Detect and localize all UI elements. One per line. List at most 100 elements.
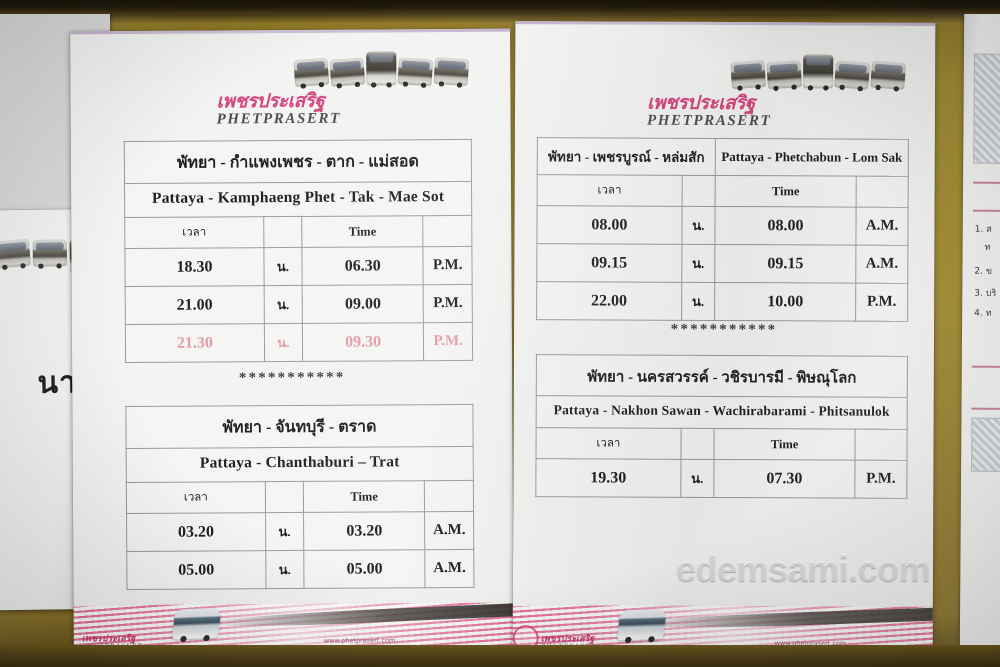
schedule-table-pattaya-maesot: พัทยา - กำแพงเพชร - ตาก - แม่สอด Pattaya… — [123, 138, 474, 364]
table-row: 05.00 น. 05.00 A.M. — [126, 549, 474, 590]
meridiem: A.M. — [425, 549, 474, 588]
departure-time-thai: 21.00 — [125, 285, 265, 325]
column-header-time: Time — [715, 175, 857, 208]
brand-name-latin: PHETPRASERT — [646, 112, 772, 130]
table-row-faded: 21.30 น. 09.30 P.M. — [125, 322, 473, 363]
schedule-poster-right[interactable]: เพชรประเสริฐ PHETPRASERT พัทยา - เพชรบูร… — [512, 21, 936, 663]
departure-time: 09.15 — [714, 244, 856, 284]
table-route-thai-row: พัทยา - นครสวรรค์ - วชิรบารมี - พิษณุโลก — [536, 354, 908, 398]
table-header-row: เวลา Time — [535, 427, 908, 461]
divider — [971, 365, 1000, 369]
bus-icon — [329, 57, 366, 87]
bus-illustration — [616, 608, 667, 641]
departure-time-thai: 08.00 — [536, 205, 682, 245]
route-title-thai: พัทยา - จันทบุรี - ตราด — [125, 404, 474, 449]
departure-time-thai: 09.15 — [536, 243, 682, 283]
list-item: 3. บริ — [974, 286, 996, 300]
bus-icon — [730, 60, 767, 90]
brand-name-latin: PHETPRASERT — [216, 110, 341, 128]
meridiem: P.M. — [423, 322, 473, 361]
route-title-english: Pattaya - Kamphaeng Phet - Tak - Mae Sot — [124, 181, 472, 218]
board-top-edge — [0, 0, 1000, 14]
departure-time-thai: 18.30 — [124, 247, 264, 287]
band-url: www.phetprasert.com — [323, 636, 396, 645]
column-header-unit — [680, 428, 715, 460]
schedule-table-pattaya-lomsak: พัทยา - เพชรบูรณ์ - หล่มสัก Pattaya - Ph… — [536, 137, 909, 322]
bus-icon — [0, 238, 31, 269]
bus-icon — [32, 239, 67, 267]
list-item: 2. ข — [974, 264, 992, 278]
table-route-row: พัทยา - เพชรบูรณ์ - หล่มสัก Pattaya - Ph… — [537, 137, 909, 177]
separator-asterisks-right: *********** — [670, 321, 778, 339]
list-item-number: 4. — [974, 308, 983, 319]
bus-icon — [366, 51, 397, 86]
route-title-english: Pattaya - Phetchabun - Lom Sak — [715, 138, 909, 177]
table-route-english-row: Pattaya - Chanthaburi – Trat — [126, 446, 474, 483]
time-unit: น. — [681, 244, 715, 283]
paper-top-edge — [70, 28, 511, 35]
column-header-time: Time — [714, 428, 856, 461]
departure-time: 07.30 — [713, 459, 856, 499]
departure-time: 08.00 — [714, 206, 857, 246]
meridiem: P.M. — [423, 246, 473, 285]
list-item: 4. ท — [974, 306, 992, 320]
schedule-poster-left[interactable]: เพชรประเสริฐ PHETPRASERT พัทยา - กำแพงเพ… — [70, 28, 514, 662]
list-item-number: 2. — [974, 266, 984, 277]
time-unit: น. — [265, 550, 304, 589]
divider — [972, 209, 1000, 213]
time-unit: น. — [681, 206, 716, 245]
time-unit: น. — [263, 247, 303, 286]
table-row: 19.30 น. 07.30 P.M. — [535, 458, 907, 499]
meridiem: P.M. — [423, 284, 473, 323]
table-route-thai-row: พัทยา - กำแพงเพชร - ตาก - แม่สอด — [124, 139, 472, 184]
column-header-unit — [681, 175, 716, 207]
meridiem: A.M. — [855, 207, 909, 246]
table-route-english-row: Pattaya - Kamphaeng Phet - Tak - Mae Sot — [124, 181, 472, 218]
list-item: 1. ส — [975, 222, 992, 236]
departure-time-thai: 03.20 — [126, 512, 266, 552]
table-header-row: เวลา Time — [124, 215, 472, 249]
column-header-time: Time — [301, 215, 424, 248]
list-item-text: บริ — [985, 288, 997, 299]
list-item-continuation: ท — [984, 242, 991, 253]
list-item-text: ท — [985, 308, 992, 319]
table-route-english-row: Pattaya - Nakhon Sawan - Wachirabarami -… — [536, 395, 908, 430]
list-item-number: 3. — [974, 288, 983, 299]
list-item-text: ข — [985, 266, 993, 277]
meridiem: A.M. — [855, 245, 908, 284]
schedule-table-pattaya-phitsanulok: พัทยา - นครสวรรค์ - วชิรบารมี - พิษณุโลก… — [535, 354, 908, 499]
divider — [971, 407, 1000, 411]
table-row: 18.30 น. 06.30 P.M. — [124, 246, 473, 287]
list-item-text: ส — [986, 224, 992, 235]
list-item-number: 1. — [974, 224, 984, 235]
departure-time-thai: 05.00 — [126, 550, 266, 590]
time-unit: น. — [265, 512, 304, 551]
meridiem: A.M. — [424, 511, 474, 550]
departure-time: 03.20 — [303, 511, 426, 551]
bus-icon — [870, 60, 907, 90]
column-header-meridiem — [424, 480, 474, 512]
table-row: 21.00 น. 09.00 P.M. — [125, 284, 473, 325]
partial-poster-right[interactable]: 1. ส ท 2. ข 3. บริ 4. ท — [959, 13, 1000, 655]
meridiem: P.M. — [854, 460, 907, 499]
meridiem: P.M. — [855, 283, 908, 322]
time-unit: น. — [263, 285, 303, 324]
table-route-thai-row: พัทยา - จันทบุรี - ตราด — [125, 404, 474, 449]
column-header-meridiem — [423, 215, 472, 247]
column-header-thai-time: เวลา — [535, 427, 681, 460]
column-header-unit — [263, 216, 302, 248]
bus-icon — [834, 60, 871, 90]
route-title-english: Pattaya - Nakhon Sawan - Wachirabarami -… — [536, 395, 908, 430]
table-header-row: เวลา Time — [126, 480, 474, 514]
bus-illustration — [171, 607, 222, 640]
brand-name-thai: เพชรประเสริฐ — [646, 91, 755, 115]
time-unit: น. — [681, 282, 715, 321]
column-header-time: Time — [303, 480, 425, 513]
table-row: 22.00 น. 10.00 P.M. — [536, 281, 908, 322]
column-header-thai-time: เวลา — [124, 216, 264, 249]
schedule-table-pattaya-trat: พัทยา - จันทบุรี - ตราด Pattaya - Chanth… — [125, 403, 475, 591]
column-header-thai-time: เวลา — [126, 481, 266, 514]
time-unit: น. — [680, 459, 715, 498]
table-row: 09.15 น. 09.15 A.M. — [536, 243, 908, 284]
